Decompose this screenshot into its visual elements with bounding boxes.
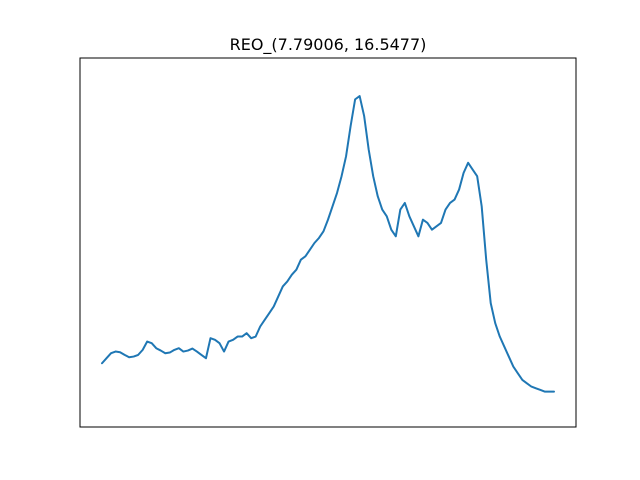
plot-frame	[79, 57, 577, 428]
chart-marks	[101, 95, 555, 393]
series-line-0	[101, 95, 555, 393]
chart-title: REO_(7.79006, 16.5477)	[230, 35, 427, 55]
